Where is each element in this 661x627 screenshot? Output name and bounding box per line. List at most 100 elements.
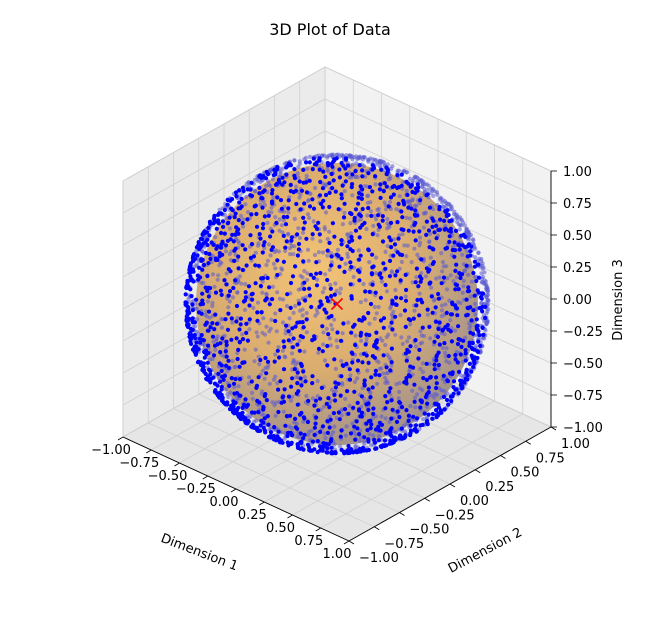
scatter-point [270,297,275,302]
scatter-point [327,336,332,341]
scatter-point [425,307,430,312]
scatter-point [261,420,266,425]
scatter-point [425,312,430,317]
scatter-point [260,250,265,255]
x-tick-mark [117,436,124,441]
scatter-point [408,322,413,327]
x-tick-label: 0.75 [294,534,323,549]
scatter-point [288,305,293,310]
scatter-point [328,343,333,348]
scatter-point [465,373,470,378]
scatter-point [393,314,398,319]
x-axis-label: Dimension 1 [159,531,240,574]
scatter-point [236,384,241,389]
scatter-point [393,273,398,278]
scatter-point [340,222,345,227]
scatter-point [265,359,271,364]
scatter-point [434,375,439,380]
scatter-point [408,216,413,221]
scatter-point [329,445,334,450]
scatter-point [297,338,302,343]
scatter-point [263,430,268,435]
scatter-point [338,434,343,439]
scatter-point [480,336,485,341]
scatter-point [295,370,300,375]
scatter-point [328,286,333,291]
scatter-point [219,387,224,392]
x-tick-label: 0.25 [238,508,267,523]
scatter-point [306,398,311,403]
scatter-point [390,301,395,306]
scatter-point [426,269,431,274]
scatter-point [223,243,229,248]
scatter-point [276,249,281,254]
scatter-point [384,289,390,294]
scatter-point [272,359,277,364]
scatter-point [461,278,466,284]
scatter-point [237,377,243,382]
scatter-point [227,252,232,257]
scatter-point [441,275,447,280]
scatter-point [290,274,296,279]
scatter-point [301,226,306,231]
scatter-point [275,195,280,200]
scatter-point [299,440,304,445]
scatter-point [439,410,444,415]
grid-line [324,130,552,236]
scatter-point [467,340,472,345]
scatter-point [361,448,367,453]
scatter-point [227,299,232,304]
scatter-point [346,320,351,325]
scatter-point [412,382,417,387]
y-tick-mark [475,469,481,474]
scatter-point [288,332,293,337]
scatter-point [336,207,341,212]
scatter-point [194,249,199,254]
scatter-point [227,407,233,412]
scatter-point [353,342,358,348]
scatter-point [353,443,358,448]
scatter-point [358,225,363,230]
scatter-point [201,280,206,286]
scatter-point [383,394,388,399]
scatter-point [198,360,203,365]
scatter-point [463,348,468,353]
y-tick-mark [500,455,506,459]
scatter-point [440,376,445,382]
scatter-point [445,276,450,281]
scatter-point [281,233,286,238]
scatter-point [443,302,448,307]
scatter-point [337,264,342,269]
scatter-point [469,318,474,323]
scatter-point [356,358,361,363]
scatter-point [444,346,449,351]
scatter-point [269,247,274,252]
scatter-point [455,341,461,347]
scatter-point [316,250,321,255]
scatter-point [290,376,295,381]
scatter-point [424,361,429,366]
scatter-point [217,207,222,212]
scatter-point [261,243,266,248]
scatter-point [418,198,423,203]
scatter-point [450,244,456,249]
scatter-point [307,204,313,209]
scatter-point [413,405,418,410]
scatter-point [334,288,339,293]
scatter-point [280,395,285,400]
scatter-point [235,315,240,321]
scatter-point [350,421,355,426]
scatter-point [387,274,392,279]
scatter-point [462,269,467,274]
scatter-point [234,303,240,309]
scatter-point [218,288,223,293]
x-tick-mark [343,540,350,545]
tick-labels: −1.00−1.00−1.00−0.75−0.75−0.75−0.50−0.50… [91,165,603,566]
scatter-point [245,217,250,222]
scatter-point [460,252,465,257]
scatter-point [483,315,488,320]
scatter-point [320,205,325,210]
scatter-point [272,403,277,408]
scatter-point [400,341,405,346]
scatter-point [415,252,420,257]
